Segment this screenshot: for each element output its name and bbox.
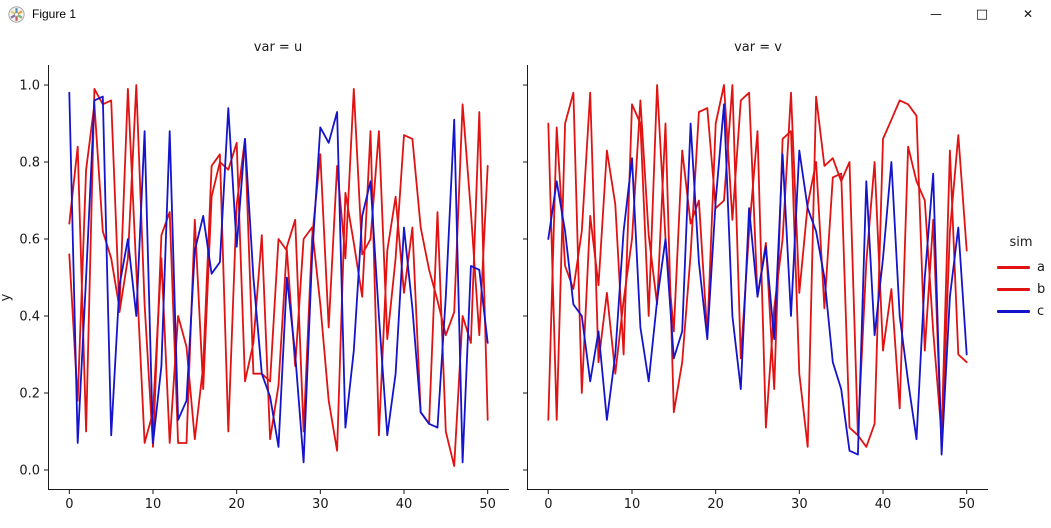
x-tick-label: 40 <box>396 497 413 512</box>
legend-label-a: a <box>1037 259 1045 275</box>
x-tick-label: 30 <box>791 497 808 512</box>
x-tick-label: 30 <box>312 497 329 512</box>
legend-line-a <box>997 265 1030 269</box>
y-axis-label: y <box>0 293 14 302</box>
matplotlib-logo-icon <box>8 5 25 23</box>
legend-entry-b: b <box>997 278 1049 300</box>
y-tick-label: 0.2 <box>19 386 40 401</box>
x-tick-label: 20 <box>707 497 724 512</box>
series-line-c <box>68 91 489 464</box>
facet-title-u: var = u <box>253 40 303 55</box>
series-line-b <box>68 87 489 468</box>
maximize-icon: □ <box>975 6 989 22</box>
window-controls: — □ ✕ <box>913 0 1051 28</box>
legend-entry-a: a <box>997 256 1049 278</box>
facet-title-v: var = v <box>734 40 782 55</box>
x-tick-label: 0 <box>65 497 73 512</box>
legend: sim a b c <box>997 235 1049 322</box>
x-tick-label: 40 <box>875 497 892 512</box>
close-button[interactable]: ✕ <box>1005 0 1051 28</box>
x-tick-label: 10 <box>624 497 641 512</box>
y-tick-label: 0.8 <box>19 156 40 171</box>
x-tick-label: 50 <box>958 497 975 512</box>
series-line-c <box>547 103 968 456</box>
legend-label-c: c <box>1037 303 1045 319</box>
x-tick-label: 50 <box>479 497 496 512</box>
maximize-button[interactable]: □ <box>959 0 1005 28</box>
legend-title: sim <box>1009 235 1033 250</box>
minimize-icon: — <box>930 7 942 21</box>
axes-var-v: 0 10 20 30 40 50 <box>523 65 988 512</box>
legend-line-b <box>997 287 1030 291</box>
series-line-a <box>68 84 489 448</box>
window-title: Figure 1 <box>32 7 77 21</box>
minimize-button[interactable]: — <box>913 0 959 28</box>
y-tick-label: 0.0 <box>19 463 40 478</box>
y-tick-label: 0.4 <box>19 309 40 324</box>
title-bar: Figure 1 — □ ✕ <box>0 0 1051 28</box>
x-tick-label: 10 <box>145 497 162 512</box>
figure-canvas: var = u var = v 0 10 20 30 40 50 0.0 0.2 0.4 0.6 0… <box>0 28 1051 528</box>
x-tick-label: 20 <box>228 497 245 512</box>
legend-entry-c: c <box>997 300 1049 322</box>
close-icon: ✕ <box>1022 7 1034 21</box>
y-tick-label: 0.6 <box>19 233 40 248</box>
legend-line-c <box>997 309 1030 313</box>
x-tick-label: 0 <box>544 497 552 512</box>
y-tick-label: 1.0 <box>19 79 40 94</box>
series-line-b <box>547 84 968 437</box>
legend-label-b: b <box>1037 281 1046 297</box>
axes-var-u: 0 10 20 30 40 50 0.0 0.2 0.4 0.6 0.8 1.0 <box>19 65 509 512</box>
